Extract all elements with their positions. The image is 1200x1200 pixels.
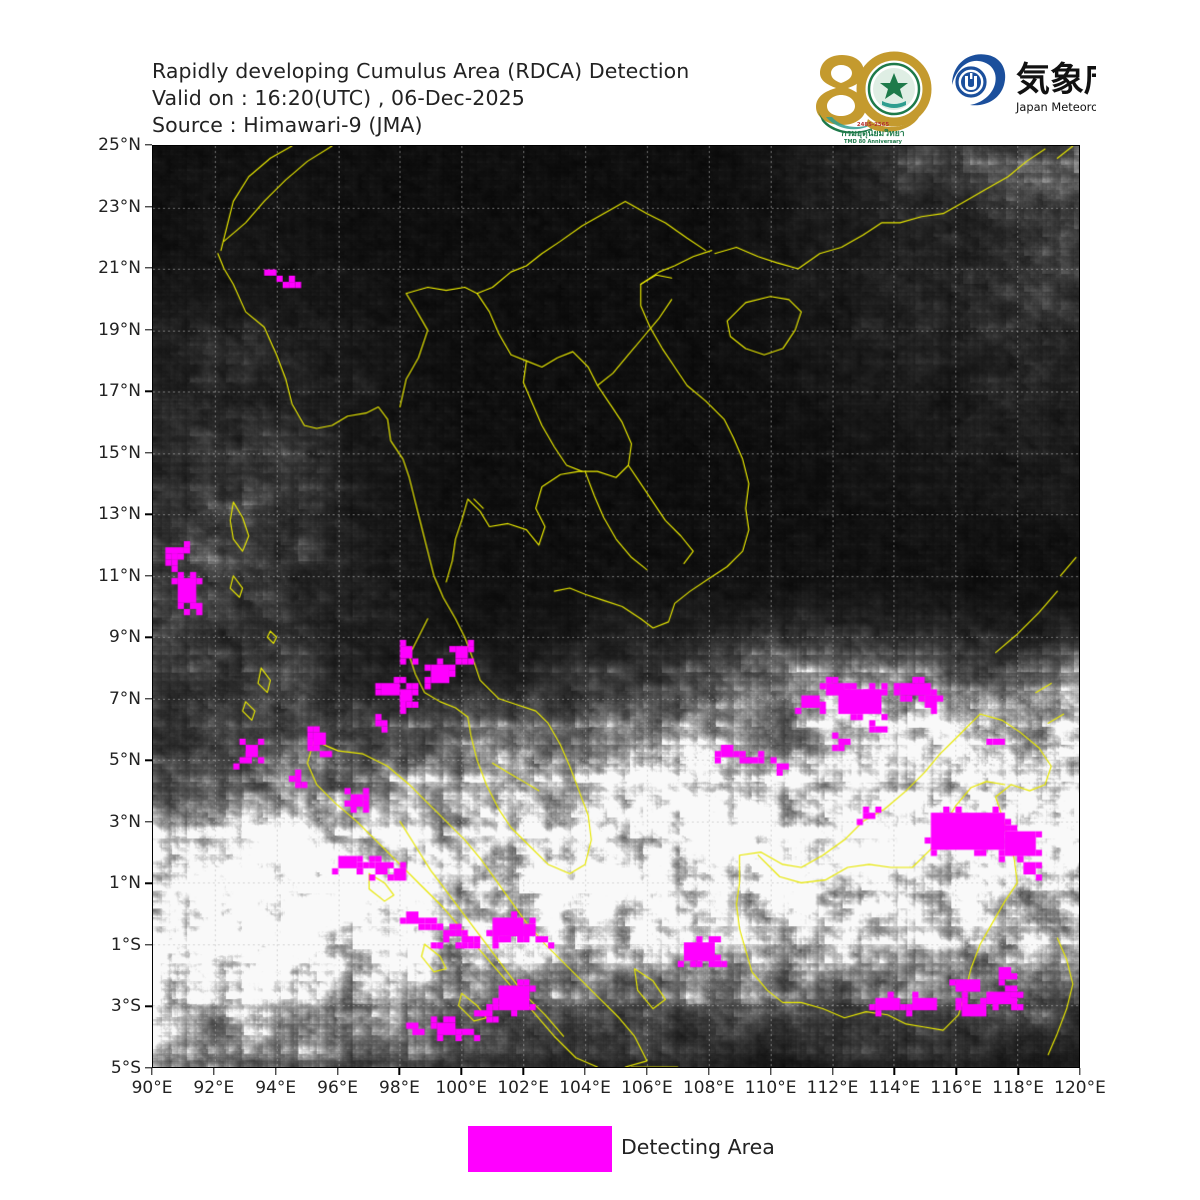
longitude-tick bbox=[398, 1068, 401, 1075]
tmd-logo-graphic: 2485-2565 กรมอุตุนิยมวิทยา TMD 80 Annive… bbox=[816, 51, 932, 145]
legend-swatch-detecting-area bbox=[468, 1126, 612, 1172]
page-header: Rapidly developing Cumulus Area (RDCA) D… bbox=[0, 0, 1200, 145]
longitude-tick-label: 118°E bbox=[992, 1078, 1044, 1098]
jma-logo-graphic: 気象庁 Japan Meteorological Agency bbox=[952, 54, 1096, 114]
jma-logo-english: Japan Meteorological Agency bbox=[1015, 100, 1096, 114]
latitude-tick-label: 15°N bbox=[98, 442, 141, 463]
latitude-tick-label: 5°N bbox=[108, 750, 141, 771]
valid-time-text: Valid on : 16:20(UTC) , 06-Dec-2025 bbox=[152, 86, 525, 110]
longitude-tick-label: 102°E bbox=[497, 1078, 550, 1098]
latitude-tick bbox=[145, 451, 152, 454]
map-frame bbox=[152, 145, 1080, 1068]
page-title: Rapidly developing Cumulus Area (RDCA) D… bbox=[152, 59, 690, 83]
latitude-tick bbox=[145, 821, 152, 823]
longitude-tick bbox=[893, 1068, 896, 1075]
satellite-imagery-canvas bbox=[153, 146, 1079, 1067]
latitude-tick-label: 9°N bbox=[108, 627, 141, 648]
legend: Detecting Area bbox=[468, 1126, 988, 1174]
longitude-tick bbox=[522, 1068, 524, 1075]
latitude-tick-label: 23°N bbox=[98, 196, 141, 217]
longitude-tick-label: 108°E bbox=[682, 1078, 735, 1098]
longitude-tick bbox=[336, 1068, 339, 1075]
latitude-tick-label: 3°N bbox=[108, 811, 141, 832]
longitude-tick bbox=[646, 1068, 648, 1075]
latitude-tick-label: 1°N bbox=[108, 873, 141, 894]
longitude-tick bbox=[1079, 1068, 1081, 1075]
latitude-tick-label: 5°S bbox=[110, 1058, 141, 1078]
longitude-tick bbox=[151, 1068, 153, 1075]
longitude-tick bbox=[769, 1068, 772, 1075]
latitude-tick-label: 21°N bbox=[98, 258, 141, 279]
longitude-tick bbox=[708, 1068, 710, 1075]
latitude-tick-label: 7°N bbox=[108, 688, 141, 709]
jma-logo: 気象庁 Japan Meteorological Agency bbox=[944, 45, 1096, 137]
latitude-tick bbox=[145, 205, 152, 208]
longitude-tick-label: 96°E bbox=[317, 1078, 359, 1098]
longitude-tick bbox=[460, 1068, 463, 1075]
longitude-tick-label: 114°E bbox=[868, 1078, 921, 1098]
title-block: Rapidly developing Cumulus Area (RDCA) D… bbox=[152, 58, 689, 139]
latitude-tick-label: 17°N bbox=[98, 381, 141, 402]
tmd-logo-anniversary: TMD 80 Anniversary bbox=[844, 139, 903, 145]
longitude-tick-label: 116°E bbox=[930, 1078, 983, 1098]
longitude-tick bbox=[955, 1068, 957, 1075]
latitude-tick bbox=[145, 944, 152, 946]
latitude-tick bbox=[145, 575, 152, 577]
longitude-tick bbox=[213, 1068, 215, 1075]
longitude-tick bbox=[275, 1068, 277, 1075]
tmd-logo-years: 2485-2565 bbox=[857, 122, 889, 128]
latitude-tick bbox=[145, 328, 152, 331]
satellite-map[interactable] bbox=[152, 145, 1080, 1068]
tmd-logo: 2485-2565 กรมอุตุนิยมวิทยา TMD 80 Annive… bbox=[812, 45, 934, 145]
longitude-tick-label: 104°E bbox=[559, 1078, 611, 1098]
latitude-tick bbox=[145, 513, 152, 515]
longitude-tick-label: 90°E bbox=[131, 1078, 173, 1098]
jma-mark bbox=[952, 54, 1006, 106]
longitude-tick-label: 110°E bbox=[744, 1078, 797, 1098]
latitude-tick bbox=[145, 267, 152, 269]
latitude-tick bbox=[145, 759, 152, 762]
source-text: Source : Himawari-9 (JMA) bbox=[152, 113, 423, 137]
latitude-tick bbox=[145, 882, 152, 885]
latitude-tick bbox=[145, 636, 152, 638]
longitude-tick-label: 120°E bbox=[1054, 1078, 1106, 1098]
longitude-tick-label: 94°E bbox=[255, 1078, 297, 1098]
longitude-tick bbox=[831, 1068, 834, 1075]
latitude-tick bbox=[145, 1067, 152, 1069]
legend-label-detecting-area: Detecting Area bbox=[621, 1135, 775, 1159]
latitude-tick bbox=[145, 390, 152, 392]
longitude-tick-label: 98°E bbox=[379, 1078, 420, 1098]
jma-logo-kanji: 気象庁 bbox=[1016, 60, 1096, 100]
longitude-tick-label: 112°E bbox=[806, 1078, 859, 1098]
longitude-tick-label: 100°E bbox=[435, 1078, 488, 1098]
latitude-tick-label: 1°S bbox=[110, 934, 141, 955]
latitude-tick-label: 3°S bbox=[110, 996, 141, 1017]
longitude-tick-label: 106°E bbox=[621, 1078, 673, 1098]
latitude-tick-label: 11°N bbox=[98, 565, 141, 586]
latitude-tick-label: 19°N bbox=[98, 319, 141, 340]
longitude-tick-label: 92°E bbox=[193, 1078, 235, 1098]
latitude-tick bbox=[145, 1005, 152, 1008]
latitude-tick-label: 13°N bbox=[98, 504, 141, 525]
tmd-logo-thai-name: กรมอุตุนิยมวิทยา bbox=[841, 128, 904, 139]
longitude-tick bbox=[1017, 1068, 1019, 1075]
latitude-tick bbox=[145, 698, 152, 700]
longitude-tick bbox=[584, 1068, 586, 1075]
